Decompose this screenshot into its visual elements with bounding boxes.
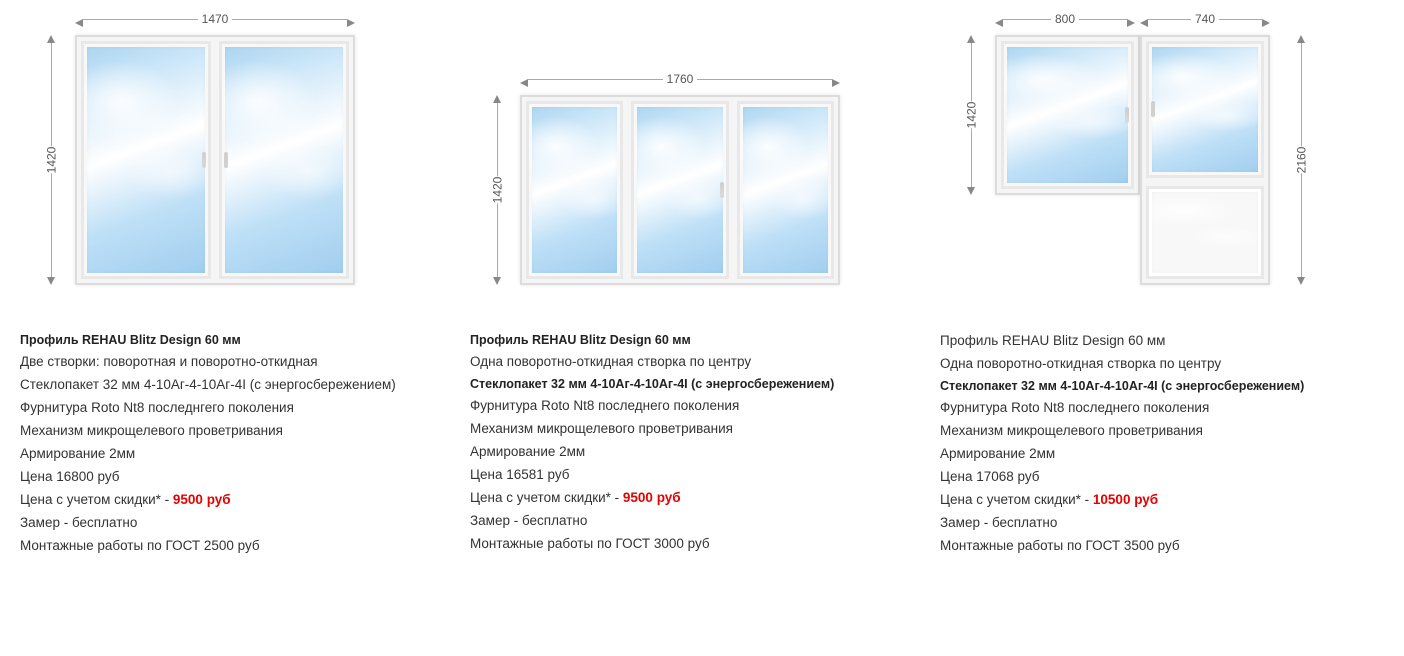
spec-reinforce: Армирование 2мм	[940, 443, 1340, 466]
spec-discount-value: 9500 руб	[623, 490, 681, 505]
sash	[526, 101, 623, 279]
window-diagram: 800 740 1420 2160	[940, 10, 1380, 310]
spec-price: Цена 16581 руб	[470, 464, 870, 487]
spec-discount-value: 10500 руб	[1093, 492, 1158, 507]
handle-icon	[202, 152, 206, 168]
spec-discount: Цена с учетом скидки* - 9500 руб	[20, 489, 420, 512]
product-card: 1470 1420 Профиль REHAU Blitz Design 60 …	[20, 10, 420, 558]
spec-discount-label: Цена с учетом скидки* -	[20, 492, 173, 507]
spec-discount-value: 9500 руб	[173, 492, 231, 507]
spec-sash: Две створки: поворотная и поворотно-отки…	[20, 351, 420, 374]
dim-width-label: 740	[1191, 12, 1219, 26]
specs-list: Профиль REHAU Blitz Design 60 мм Одна по…	[940, 330, 1340, 558]
spec-mount: Монтажные работы по ГОСТ 3000 руб	[470, 533, 870, 556]
dim-width-label: 1760	[663, 72, 698, 86]
dim-height-left: 1420	[962, 35, 980, 195]
spec-measure: Замер - бесплатно	[940, 512, 1340, 535]
handle-icon	[224, 152, 228, 168]
window-diagram: 1760 1420	[470, 10, 890, 310]
spec-glass: Стеклопакет 32 мм 4-10Аг-4-10Аг-4I (с эн…	[470, 374, 870, 395]
window-frame	[995, 35, 1140, 195]
sash	[737, 101, 834, 279]
spec-profile: Профиль REHAU Blitz Design 60 мм	[940, 330, 1340, 353]
sash	[631, 101, 728, 279]
sash	[219, 41, 349, 279]
dim-height-left: 1420	[42, 35, 60, 285]
spec-vent: Механизм микрощелевого проветривания	[940, 420, 1340, 443]
spec-profile: Профиль REHAU Blitz Design 60 мм	[470, 330, 870, 351]
sash	[81, 41, 211, 279]
spec-vent: Механизм микрощелевого проветривания	[470, 418, 870, 441]
window-frame	[520, 95, 840, 285]
dim-width-b: 740	[1140, 10, 1270, 28]
spec-hardware: Фурнитура Roto Nt8 последнгего поколения	[20, 397, 420, 420]
dim-width-label: 1470	[198, 12, 233, 26]
dim-height-right: 2160	[1292, 35, 1310, 285]
dim-height-left: 1420	[488, 95, 506, 285]
spec-discount-label: Цена с учетом скидки* -	[470, 490, 623, 505]
spec-sash: Одна поворотно-откидная створка по центр…	[940, 353, 1340, 376]
spec-glass: Стеклопакет 32 мм 4-10Аг-4-10Аг-4I (с эн…	[940, 376, 1340, 397]
specs-list: Профиль REHAU Blitz Design 60 мм Две ств…	[20, 330, 420, 558]
products-row: 1470 1420 Профиль REHAU Blitz Design 60 …	[20, 10, 1384, 558]
dim-width-label: 800	[1051, 12, 1079, 26]
spec-mount: Монтажные работы по ГОСТ 3500 руб	[940, 535, 1340, 558]
spec-vent: Механизм микрощелевого проветривания	[20, 420, 420, 443]
spec-mount: Монтажные работы по ГОСТ 2500 руб	[20, 535, 420, 558]
dim-height-label: 1420	[960, 102, 982, 129]
product-card: 1760 1420 Профиль REHAU Blitz Design 60 …	[470, 10, 890, 556]
spec-hardware: Фурнитура Roto Nt8 последнего поколения	[940, 397, 1340, 420]
handle-icon	[720, 182, 724, 198]
spec-measure: Замер - бесплатно	[20, 512, 420, 535]
sash	[1001, 41, 1134, 189]
dim-width-a: 800	[995, 10, 1135, 28]
spec-price: Цена 17068 руб	[940, 466, 1340, 489]
product-card: 800 740 1420 2160	[940, 10, 1380, 558]
handle-icon	[1151, 101, 1155, 117]
spec-discount: Цена с учетом скидки* - 9500 руб	[470, 487, 870, 510]
spec-hardware: Фурнитура Roto Nt8 последнего поколения	[470, 395, 870, 418]
dim-width: 1470	[75, 10, 355, 28]
spec-glass: Стеклопакет 32 мм 4-10Аг-4-10Аг-4I (с эн…	[20, 374, 420, 397]
spec-discount: Цена с учетом скидки* - 10500 руб	[940, 489, 1340, 512]
specs-list: Профиль REHAU Blitz Design 60 мм Одна по…	[470, 330, 870, 556]
window-frame	[75, 35, 355, 285]
door-frame	[1140, 35, 1270, 285]
sash	[1146, 41, 1264, 178]
handle-icon	[1125, 107, 1129, 123]
window-diagram: 1470 1420	[20, 10, 420, 310]
spec-sash: Одна поворотно-откидная створка по центр…	[470, 351, 870, 374]
spec-reinforce: Армирование 2мм	[470, 441, 870, 464]
dim-height-label: 1420	[486, 177, 508, 204]
dim-height-label: 2160	[1290, 147, 1312, 174]
dim-height-label: 1420	[40, 147, 62, 174]
spec-reinforce: Армирование 2мм	[20, 443, 420, 466]
spec-measure: Замер - бесплатно	[470, 510, 870, 533]
spec-profile: Профиль REHAU Blitz Design 60 мм	[20, 330, 420, 351]
door-panel	[1146, 186, 1264, 279]
dim-width: 1760	[520, 70, 840, 88]
spec-price: Цена 16800 руб	[20, 466, 420, 489]
spec-discount-label: Цена с учетом скидки* -	[940, 492, 1093, 507]
